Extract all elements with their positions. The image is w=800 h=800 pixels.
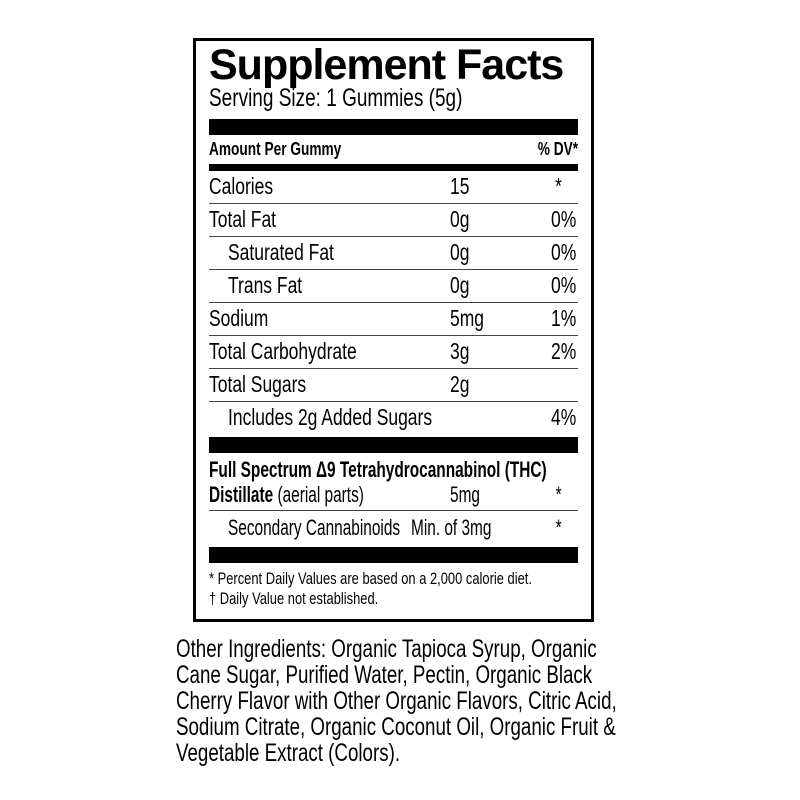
nutrient-row-sodium: Sodium 5mg 1% <box>209 303 578 336</box>
row-amount: 0g <box>450 239 470 265</box>
thc-aerial-parts: (aerial parts) <box>273 482 364 507</box>
row-name: Sodium <box>209 305 269 331</box>
row-dv: 0% <box>550 239 576 265</box>
thc-name-line2: Distillate (aerial parts) <box>209 481 364 509</box>
thc-dv: * <box>556 482 562 507</box>
thc-name-line2-row: Distillate (aerial parts) 5mg * <box>209 481 578 511</box>
nutrient-row-total-carbohydrate: Total Carbohydrate 3g 2% <box>209 336 578 369</box>
thc-name-line1-text: Full Spectrum Δ9 Tetrahydrocannabinol (T… <box>209 457 547 482</box>
supplement-facts-panel: Supplement Facts Serving Size: 1 Gummies… <box>193 38 594 622</box>
secondary-name: Secondary Cannabinoids <box>228 515 401 540</box>
row-name: Saturated Fat <box>228 239 334 265</box>
row-dv: 0% <box>550 206 576 232</box>
row-amount: 15 <box>450 173 470 199</box>
row-amount: 3g <box>450 338 470 364</box>
footnote-dv-not-established: † Daily Value not established. <box>209 589 379 608</box>
footnote-daily-values: * Percent Daily Values are based on a 2,… <box>209 569 532 588</box>
footnotes: * Percent Daily Values are based on a 2,… <box>209 569 578 609</box>
separator-bar-thin <box>209 164 578 171</box>
row-dv: 1% <box>550 305 576 331</box>
row-dv: * <box>555 173 562 199</box>
row-amount: 2g <box>450 371 470 397</box>
row-amount: 0g <box>450 206 470 232</box>
row-name: Trans Fat <box>228 272 303 298</box>
thc-distillate-bold: Distillate <box>209 482 274 507</box>
nutrient-row-total-sugars: Total Sugars 2g <box>209 369 578 402</box>
nutrient-row-added-sugars: Includes 2g Added Sugars 4% <box>209 402 578 435</box>
row-name: Total Fat <box>209 206 277 232</box>
row-dv: 2% <box>550 338 576 364</box>
secondary-dv: * <box>556 515 562 540</box>
row-amount: 0g <box>450 272 470 298</box>
row-name: Includes 2g Added Sugars <box>228 404 433 430</box>
nutrient-row-saturated-fat: Saturated Fat 0g 0% <box>209 237 578 270</box>
percent-dv-header: % DV* <box>537 139 578 159</box>
facts-title: Supplement Facts <box>209 41 564 89</box>
secondary-cannabinoids-row: Secondary Cannabinoids Min. of 3mg * <box>209 511 578 544</box>
nutrient-row-total-fat: Total Fat 0g 0% <box>209 204 578 237</box>
secondary-amount: Min. of 3mg <box>411 515 492 540</box>
row-name: Total Carbohydrate <box>209 338 357 364</box>
row-dv: 0% <box>550 272 576 298</box>
thc-name-line1: Full Spectrum Δ9 Tetrahydrocannabinol (T… <box>209 458 578 481</box>
separator-bar-top <box>209 119 578 135</box>
amount-per-gummy-header: Amount Per Gummy <box>209 139 342 159</box>
row-dv: 4% <box>550 404 576 430</box>
nutrient-row-trans-fat: Trans Fat 0g 0% <box>209 270 578 303</box>
nutrient-row-calories: Calories 15 * <box>209 171 578 204</box>
serving-size: Serving Size: 1 Gummies (5g) <box>209 85 578 112</box>
separator-bar-bottom <box>209 547 578 563</box>
row-amount: 5mg <box>450 305 485 331</box>
thc-amount: 5mg <box>450 482 480 507</box>
row-name: Total Sugars <box>209 371 307 397</box>
serving-size-text: Serving Size: 1 Gummies (5g) <box>209 84 463 112</box>
separator-bar-mid <box>209 437 578 453</box>
row-name: Calories <box>209 173 274 199</box>
column-header-row: Amount Per Gummy % DV* <box>209 135 578 164</box>
other-ingredients-paragraph: Other Ingredients: Organic Tapioca Syrup… <box>176 635 617 767</box>
